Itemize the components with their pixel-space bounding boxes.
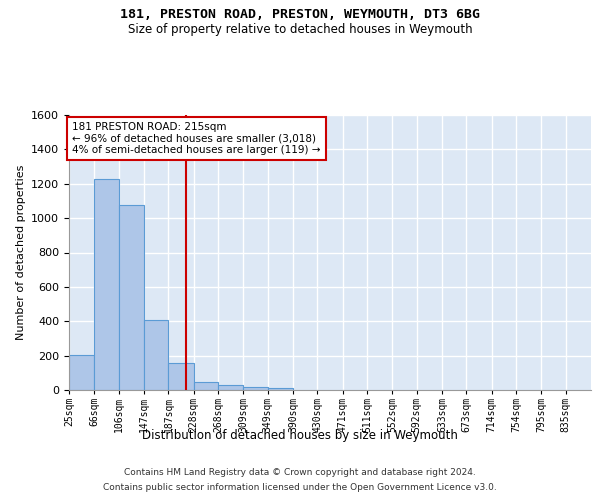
- Bar: [169, 362, 194, 390]
- Y-axis label: Number of detached properties: Number of detached properties: [16, 165, 26, 340]
- Text: Size of property relative to detached houses in Weymouth: Size of property relative to detached ho…: [128, 22, 472, 36]
- Text: 181, PRESTON ROAD, PRESTON, WEYMOUTH, DT3 6BG: 181, PRESTON ROAD, PRESTON, WEYMOUTH, DT…: [120, 8, 480, 20]
- Bar: [119, 205, 144, 390]
- Bar: [94, 180, 119, 390]
- Bar: [194, 382, 218, 390]
- Bar: [144, 320, 169, 390]
- Bar: [218, 386, 243, 390]
- Bar: [243, 387, 268, 390]
- Text: Contains public sector information licensed under the Open Government Licence v3: Contains public sector information licen…: [103, 483, 497, 492]
- Bar: [268, 388, 293, 390]
- Text: Distribution of detached houses by size in Weymouth: Distribution of detached houses by size …: [142, 428, 458, 442]
- Bar: [69, 355, 94, 390]
- Text: 181 PRESTON ROAD: 215sqm
← 96% of detached houses are smaller (3,018)
4% of semi: 181 PRESTON ROAD: 215sqm ← 96% of detach…: [72, 122, 320, 155]
- Text: Contains HM Land Registry data © Crown copyright and database right 2024.: Contains HM Land Registry data © Crown c…: [124, 468, 476, 477]
